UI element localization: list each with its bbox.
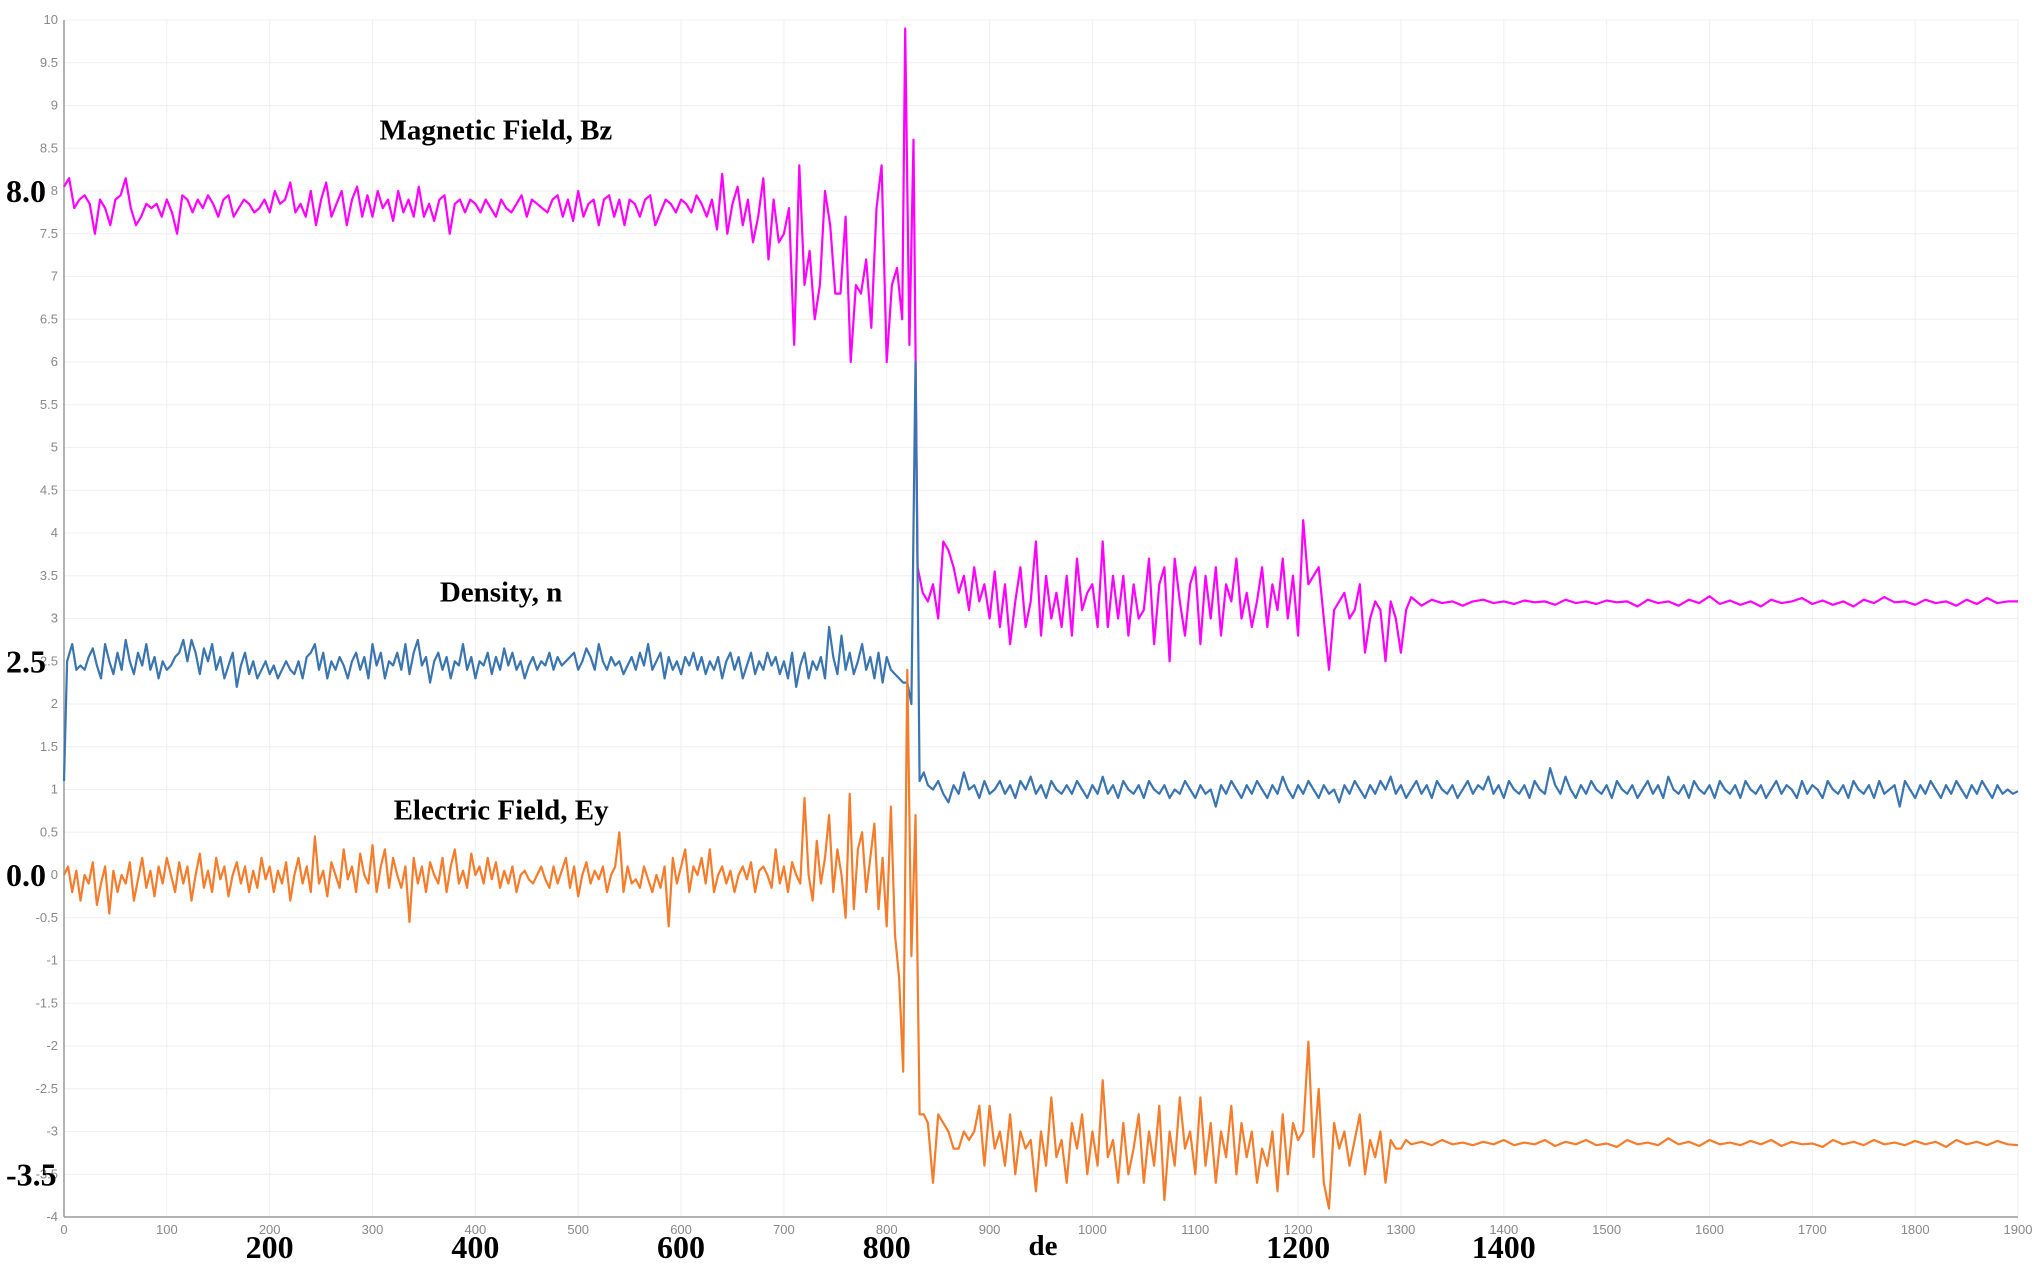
y-tick-label: -1 (46, 953, 58, 968)
x-tick-label: 1500 (1592, 1222, 1621, 1237)
y-tick-label: 8.5 (40, 140, 58, 155)
x-tick-label: 900 (979, 1222, 1001, 1237)
y-tick-label: -2.5 (36, 1081, 58, 1096)
x-tick-label: 600 (670, 1222, 692, 1237)
series-line-2 (63, 668, 2019, 1210)
x-tick-label: 1800 (1901, 1222, 1930, 1237)
series-annotation: Magnetic Field, Bz (380, 115, 613, 147)
y-tick-label: 3.5 (40, 568, 58, 583)
series-line-1 (62, 360, 2019, 808)
y-tick-label: -4 (46, 1209, 58, 1224)
y-tick-label: -3.5 (36, 1166, 58, 1181)
x-tick-label: 1100 (1181, 1222, 1209, 1237)
x-tick-label: 1000 (1078, 1222, 1107, 1237)
y-tick-label: 0.5 (40, 824, 58, 839)
y-tick-label: 7 (51, 269, 58, 284)
big-y-tick-label: -3.5 (6, 1156, 57, 1192)
big-x-tick-label: 1200 (1266, 1229, 1330, 1265)
series-line-0 (63, 27, 2018, 671)
y-tick-label: 2.5 (40, 653, 58, 668)
y-tick-label: 8 (51, 183, 58, 198)
x-tick-label: 1600 (1695, 1222, 1724, 1237)
big-y-tick-label: 8.0 (6, 173, 46, 209)
y-tick-label: 5.5 (40, 397, 58, 412)
y-tick-label: 4.5 (40, 482, 58, 497)
series-annotation: Density, n (440, 576, 562, 608)
big-x-tick-label: 200 (246, 1229, 294, 1265)
y-tick-label: 2 (51, 696, 58, 711)
x-tick-label: 1200 (1284, 1222, 1313, 1237)
y-tick-labels: -4 -3.5 -3 -2.5 -2 -1.5 -1 -0.5 0 0.5 1 1.5 2 2.5 3 3.5… (36, 12, 58, 1224)
big-x-tick-label: 400 (451, 1229, 499, 1265)
x-tick-label: 700 (773, 1222, 795, 1237)
big-y-tick-label: 2.5 (6, 643, 46, 679)
y-tick-label: 7.5 (40, 226, 58, 241)
x-tick-label: 500 (567, 1222, 589, 1237)
y-tick-label: 1.5 (40, 739, 58, 754)
grid (63, 19, 2019, 1218)
annotations: Magnetic Field, Bz Density, n Electric Fie… (380, 115, 613, 827)
y-tick-label: -2 (46, 1038, 58, 1053)
big-y-tick-label: 0.0 (6, 857, 46, 893)
y-tick-label: 9.5 (40, 55, 58, 70)
big-x-tick-label: 600 (657, 1229, 705, 1265)
x-tick-labels: 0 100 200 300 400 500 600 700 800 900 1000 1100 1200… (60, 1222, 2032, 1237)
x-axis-title: de (1029, 1230, 1058, 1262)
big-x-tick-label: 800 (863, 1229, 911, 1265)
y-tick-label: 4 (51, 525, 58, 540)
x-tick-label: 1900 (2004, 1222, 2033, 1237)
x-tick-label: 400 (465, 1222, 487, 1237)
y-tick-label: -3 (46, 1124, 58, 1139)
y-tick-label: 10 (44, 12, 58, 27)
y-tick-label: 0 (51, 867, 58, 882)
x-tick-label: 1700 (1798, 1222, 1827, 1237)
y-tick-label: -0.5 (36, 910, 58, 925)
x-tick-label: 1300 (1386, 1222, 1415, 1237)
series-group (62, 27, 2019, 1210)
series-annotation: Electric Field, Ey (394, 794, 610, 826)
x-tick-label: 200 (259, 1222, 281, 1237)
x-tick-label: 300 (362, 1222, 384, 1237)
y-tick-label: 1 (51, 782, 58, 797)
y-tick-label: 9 (51, 98, 58, 113)
x-tick-label: 800 (876, 1222, 898, 1237)
y-tick-label: 5 (51, 440, 58, 455)
y-tick-label: 3 (51, 611, 58, 626)
y-tick-label: 6.5 (40, 311, 58, 326)
y-tick-label: 6 (51, 354, 58, 369)
big-x-tick-label: 1400 (1472, 1229, 1536, 1265)
x-tick-label: 0 (60, 1222, 67, 1237)
x-tick-label: 1400 (1489, 1222, 1518, 1237)
x-tick-label: 100 (156, 1222, 178, 1237)
axes (63, 20, 2018, 1218)
y-tick-label: -1.5 (36, 995, 58, 1010)
